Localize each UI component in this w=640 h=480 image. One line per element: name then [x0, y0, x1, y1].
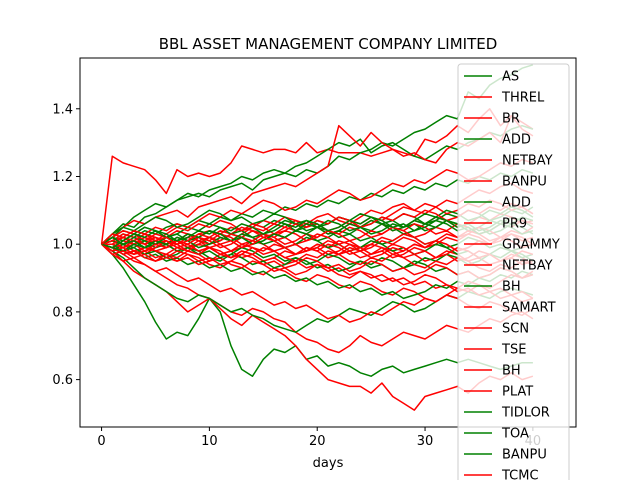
legend: AS THREL BR ADD NETBAY BANPU ADD PR9 GRAMMY NETBA… [457, 63, 570, 480]
legend-label: TCMC [501, 469, 539, 480]
legend-label: THREL [501, 91, 545, 106]
y-tick-label: 1.0 [52, 238, 73, 253]
legend-label: PR9 [502, 217, 527, 232]
legend-label: ADD [502, 196, 531, 211]
x-axis-label: days [313, 456, 344, 471]
legend-label: TIDLOR [501, 406, 550, 421]
x-tick-label: 10 [201, 434, 218, 449]
y-axis: 0.6 0.8 1.0 1.2 1.4 [52, 102, 80, 388]
legend-label: BR [502, 112, 520, 127]
legend-label: GRAMMY [502, 238, 560, 253]
legend-label: NETBAY [502, 259, 553, 274]
legend-label: TSE [501, 343, 526, 358]
legend-label: BANPU [502, 448, 547, 463]
legend-label: AS [502, 70, 519, 85]
x-tick-label: 20 [309, 434, 326, 449]
plot-frame [79, 57, 577, 428]
x-tick-label: 0 [97, 434, 105, 449]
legend-box [457, 63, 570, 480]
legend-label: BANPU [502, 175, 547, 190]
legend-label: BH [502, 364, 521, 379]
chart-title: BBL ASSET MANAGEMENT COMPANY LIMITED [159, 35, 498, 53]
y-tick-label: 0.6 [52, 373, 73, 388]
x-tick-label: 30 [417, 434, 434, 449]
legend-label: SCN [502, 322, 529, 337]
legend-label: ADD [502, 133, 531, 148]
y-tick-label: 0.8 [52, 305, 73, 320]
y-tick-label: 1.4 [52, 102, 73, 117]
legend-label: TOA [501, 427, 529, 442]
legend-label: BH [502, 280, 521, 295]
legend-label: SAMART [502, 301, 556, 316]
legend-label: PLAT [502, 385, 533, 400]
legend-label: NETBAY [502, 154, 553, 169]
y-tick-label: 1.2 [52, 170, 73, 185]
